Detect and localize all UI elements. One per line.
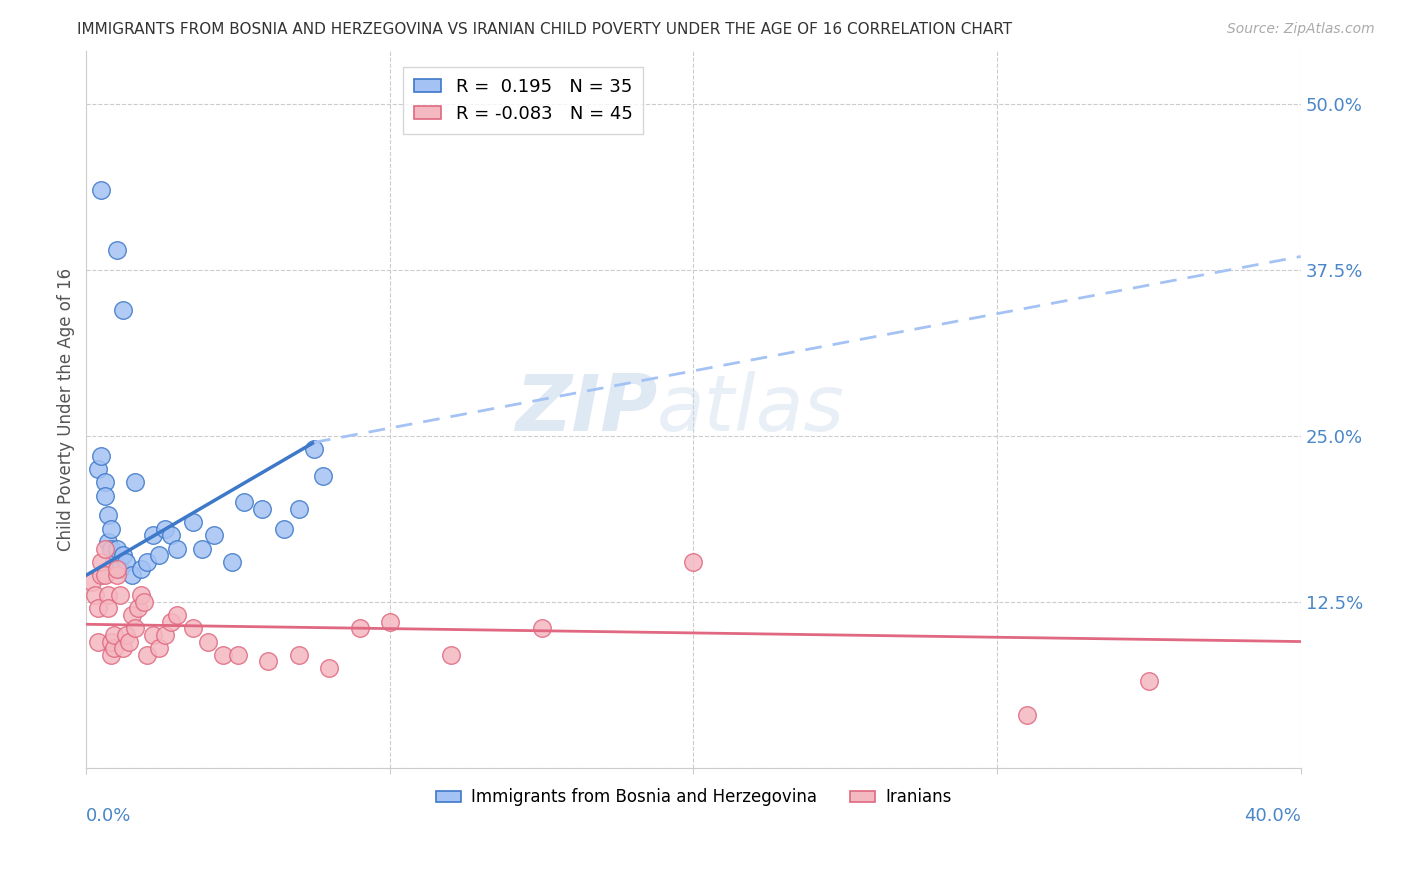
Point [439, 648, 461, 662]
Text: 40.0%: 40.0% [1244, 807, 1301, 825]
Point [155, 522, 177, 536]
Y-axis label: Child Poverty Under the Age of 16: Child Poverty Under the Age of 16 [58, 268, 75, 550]
Point [181, 621, 204, 635]
Point [93, 568, 115, 582]
Point [87, 462, 110, 476]
Legend: Immigrants from Bosnia and Herzegovina, Iranians: Immigrants from Bosnia and Herzegovina, … [429, 781, 957, 814]
Point [111, 302, 134, 317]
Point [302, 442, 325, 456]
Point [349, 621, 371, 635]
Point [114, 628, 136, 642]
Point [129, 561, 152, 575]
Point [160, 615, 183, 629]
Point [142, 528, 165, 542]
Point [100, 648, 122, 662]
Point [233, 495, 256, 509]
Point [105, 541, 128, 556]
Point [103, 628, 125, 642]
Point [212, 648, 235, 662]
Point [273, 522, 295, 536]
Point [124, 475, 146, 490]
Point [96, 601, 118, 615]
Point [190, 541, 212, 556]
Text: 0.0%: 0.0% [86, 807, 132, 825]
Point [100, 634, 122, 648]
Point [252, 501, 274, 516]
Point [105, 561, 128, 575]
Point [118, 634, 141, 648]
Point [96, 508, 118, 523]
Point [682, 555, 704, 569]
Point [84, 588, 107, 602]
Point [155, 628, 177, 642]
Point [121, 607, 143, 622]
Point [103, 641, 125, 656]
Point [288, 501, 311, 516]
Point [93, 541, 115, 556]
Point [257, 655, 280, 669]
Point [108, 588, 131, 602]
Point [96, 588, 118, 602]
Point [378, 615, 401, 629]
Point [530, 621, 553, 635]
Point [103, 555, 125, 569]
Point [202, 528, 225, 542]
Point [197, 634, 219, 648]
Point [166, 541, 188, 556]
Point [90, 568, 112, 582]
Point [226, 648, 249, 662]
Point [136, 648, 159, 662]
Point [318, 661, 340, 675]
Point [87, 634, 110, 648]
Point [100, 541, 122, 556]
Point [90, 183, 112, 197]
Point [100, 522, 122, 536]
Point [166, 607, 188, 622]
Point [288, 648, 311, 662]
Point [1017, 707, 1039, 722]
Point [1137, 674, 1160, 689]
Point [105, 568, 128, 582]
Point [121, 568, 143, 582]
Point [87, 601, 110, 615]
Point [114, 555, 136, 569]
Point [82, 574, 104, 589]
Point [105, 243, 128, 257]
Point [132, 595, 155, 609]
Point [93, 475, 115, 490]
Point [93, 488, 115, 502]
Point [108, 561, 131, 575]
Point [312, 468, 335, 483]
Point [96, 535, 118, 549]
Point [148, 548, 170, 562]
Point [124, 621, 146, 635]
Text: ZIP: ZIP [515, 371, 657, 447]
Point [90, 555, 112, 569]
Text: atlas: atlas [657, 371, 845, 447]
Point [111, 548, 134, 562]
Point [181, 515, 204, 529]
Point [142, 628, 165, 642]
Text: IMMIGRANTS FROM BOSNIA AND HERZEGOVINA VS IRANIAN CHILD POVERTY UNDER THE AGE OF: IMMIGRANTS FROM BOSNIA AND HERZEGOVINA V… [77, 22, 1012, 37]
Point [90, 449, 112, 463]
Point [221, 555, 243, 569]
Text: Source: ZipAtlas.com: Source: ZipAtlas.com [1227, 22, 1375, 37]
Point [160, 528, 183, 542]
Point [127, 601, 149, 615]
Point [111, 641, 134, 656]
Point [129, 588, 152, 602]
Point [136, 555, 159, 569]
Point [148, 641, 170, 656]
